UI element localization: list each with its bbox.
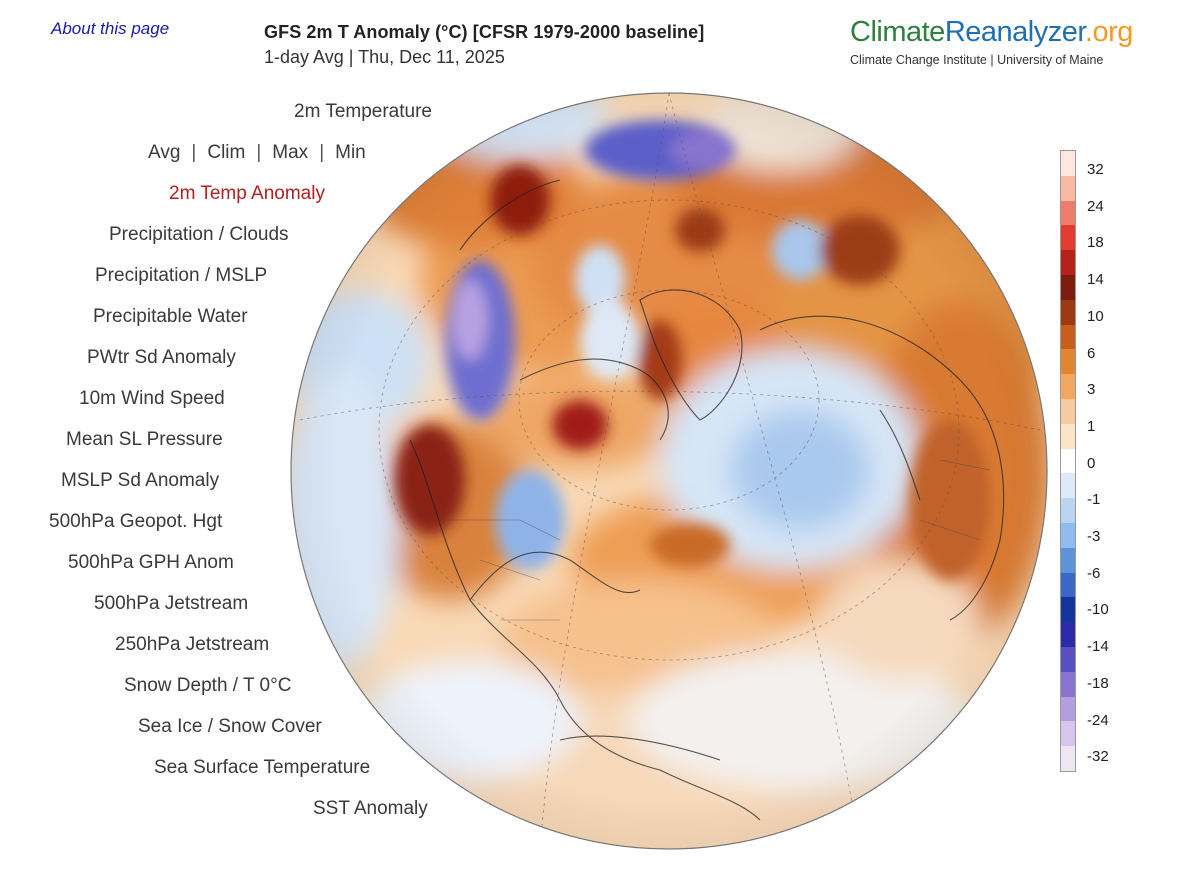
separator: | <box>191 142 197 163</box>
colorbar-band <box>1061 299 1075 326</box>
menu-10m-wind-speed[interactable]: 10m Wind Speed <box>79 388 225 409</box>
colorbar-tick-label: 6 <box>1087 344 1096 362</box>
colorbar-band <box>1061 275 1075 301</box>
colorbar-band <box>1061 200 1075 226</box>
globe-outline <box>290 92 1048 850</box>
colorbar-band <box>1061 448 1075 474</box>
colorbar-band <box>1061 523 1075 549</box>
menu-mean-sl-pressure[interactable]: Mean SL Pressure <box>66 429 223 450</box>
map-title: GFS 2m T Anomaly (°C) [CFSR 1979-2000 ba… <box>264 22 705 42</box>
brand-name-part2: Reanalyzer <box>944 16 1086 48</box>
colorbar-band <box>1061 423 1075 450</box>
menu-sst-anomaly[interactable]: SST Anomaly <box>313 798 428 819</box>
colorbar-band <box>1061 647 1075 673</box>
colorbar-band <box>1061 696 1075 722</box>
colorbar-band <box>1061 597 1075 623</box>
colorbar-tick-label: 0 <box>1087 454 1096 472</box>
colorbar-band <box>1061 349 1075 375</box>
colorbar-band <box>1061 175 1075 202</box>
colorbar-tick-label: -10 <box>1087 601 1109 619</box>
colorbar-tick-label: -6 <box>1087 564 1101 582</box>
colorbar-tick-label: -24 <box>1087 711 1109 729</box>
menu-clim[interactable]: Clim <box>207 142 246 163</box>
menu-2m-temp-anomaly[interactable]: 2m Temp Anomaly <box>169 183 325 204</box>
separator: | <box>256 142 262 163</box>
about-link[interactable]: About this page <box>51 19 170 38</box>
colorbar-band <box>1061 572 1075 598</box>
colorbar-band <box>1061 324 1075 350</box>
brand-name: ClimateReanalyzer.org <box>850 18 1133 47</box>
colorbar-tick-label: -3 <box>1087 528 1101 545</box>
colorbar-band <box>1061 721 1075 747</box>
colorbar-band <box>1061 547 1075 574</box>
colorbar-tick-label: -18 <box>1087 674 1109 692</box>
colorbar-tick-label: -32 <box>1087 748 1109 766</box>
colorbar-tick-label: 1 <box>1087 417 1096 435</box>
colorbar-tick-label: 3 <box>1087 381 1096 399</box>
colorbar-band <box>1061 151 1075 177</box>
menu-stats-options: Avg | Clim | Max | Min <box>148 142 366 164</box>
menu-2m-temperature[interactable]: 2m Temperature <box>294 101 432 122</box>
colorbar-band <box>1061 250 1075 276</box>
brand-name-part1: Climate <box>850 16 945 48</box>
brand-tagline: Climate Change Institute | University of… <box>850 53 1104 67</box>
menu-500hpa-geopot[interactable]: 500hPa Geopot. Hgt <box>49 511 223 532</box>
colorbar-tick-label: 10 <box>1087 307 1104 325</box>
menu-pwtr-sd-anomaly[interactable]: PWtr Sd Anomaly <box>87 347 236 368</box>
colorbar-tick-label: 24 <box>1087 197 1104 215</box>
menu-sea-surface-temp[interactable]: Sea Surface Temperature <box>154 757 371 778</box>
menu-precip-mslp[interactable]: Precipitation / MSLP <box>95 265 268 286</box>
colorbar-band <box>1061 498 1075 524</box>
menu-avg[interactable]: Avg <box>148 142 181 163</box>
menu-max[interactable]: Max <box>272 142 309 163</box>
colorbar <box>1060 150 1076 772</box>
menu-sea-ice-snow[interactable]: Sea Ice / Snow Cover <box>138 716 322 737</box>
colorbar-tick-label: 32 <box>1087 161 1104 178</box>
colorbar-band <box>1061 225 1075 251</box>
title-block: GFS 2m T Anomaly (°C) [CFSR 1979-2000 ba… <box>264 22 704 68</box>
anomaly-field <box>291 93 1047 849</box>
menu-500hpa-gph-anom[interactable]: 500hPa GPH Anom <box>68 552 234 573</box>
colorbar-band <box>1061 746 1075 772</box>
menu-precipitable-water[interactable]: Precipitable Water <box>93 306 248 327</box>
menu-min[interactable]: Min <box>335 142 366 163</box>
menu-500hpa-jetstream[interactable]: 500hPa Jetstream <box>94 593 249 614</box>
colorbar-band <box>1061 473 1075 499</box>
colorbar-tick-label: 14 <box>1087 271 1104 289</box>
colorbar-tick-label: 18 <box>1087 234 1104 252</box>
menu-250hpa-jetstream[interactable]: 250hPa Jetstream <box>115 634 270 655</box>
colorbar-band <box>1061 671 1075 698</box>
colorbar-band <box>1061 399 1075 425</box>
menu-mslp-sd-anomaly[interactable]: MSLP Sd Anomaly <box>61 470 220 491</box>
colorbar-band <box>1061 374 1075 400</box>
map-subtitle: 1-day Avg | Thu, Dec 11, 2025 <box>264 47 505 67</box>
colorbar-band <box>1061 622 1075 648</box>
separator: | <box>319 142 325 163</box>
brand-logo[interactable]: ClimateReanalyzer.org Climate Change Ins… <box>850 18 1133 68</box>
colorbar-tick-label: -14 <box>1087 638 1109 656</box>
menu-precip-clouds[interactable]: Precipitation / Clouds <box>109 224 289 245</box>
brand-name-part3: .org <box>1084 16 1133 48</box>
colorbar-tick-label: -1 <box>1087 491 1101 509</box>
menu-snow-depth[interactable]: Snow Depth / T 0°C <box>124 675 292 696</box>
